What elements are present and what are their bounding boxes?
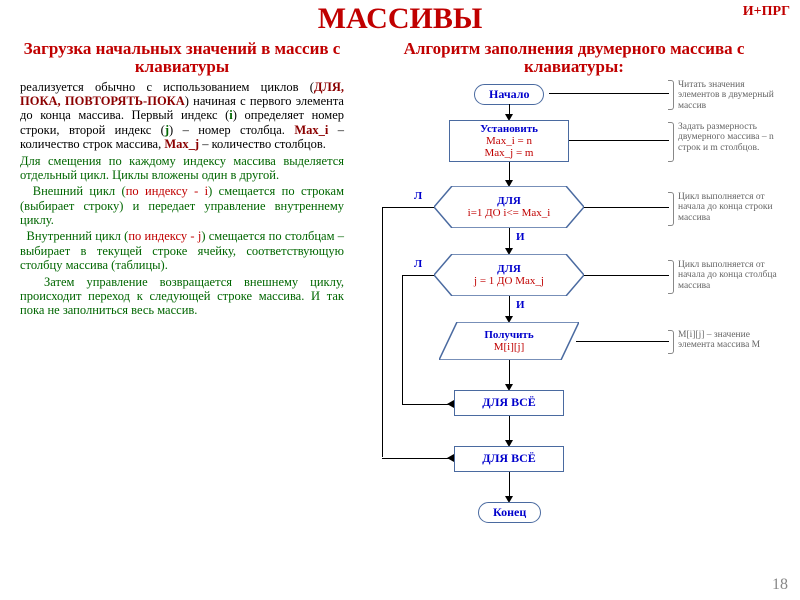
loop2-l2: j = 1 ДО Max_j — [474, 275, 544, 287]
brace-icon — [668, 192, 674, 226]
p1g: ) – номер столбца. — [169, 123, 294, 137]
p4b: по индексу - j — [128, 229, 201, 243]
loop1-l2b: i<= Max_i — [503, 207, 550, 219]
brace-icon — [668, 80, 674, 110]
note-5: M[i][j] – значение элемента массива M — [678, 330, 786, 351]
conn — [382, 207, 383, 457]
flowchart: Начало Установить Max_i = n Max_j = m ДЛ… — [354, 78, 794, 563]
conn — [509, 472, 510, 498]
flow-end: Конец — [478, 502, 541, 523]
label-i1: И — [516, 231, 525, 243]
note5a: M[i][j] – значение — [678, 330, 750, 340]
loop1-l2a: i=1 ДО — [468, 207, 504, 219]
para-3: Внешний цикл (по индексу - i) смещается … — [20, 184, 344, 227]
conn — [549, 93, 669, 94]
columns: Загрузка начальных значений в массив с к… — [0, 36, 800, 567]
flow-loop1: ДЛЯ i=1 ДО i<= Max_i — [434, 186, 584, 228]
p3b: по индексу - i — [126, 184, 208, 198]
para-1: реализуется обычно с использованием цикл… — [20, 80, 344, 152]
flow-start: Начало — [474, 84, 544, 105]
set-l2a: Max_i = n — [486, 135, 532, 147]
set-l2b: Max_j = m — [485, 147, 534, 159]
brace-icon — [668, 260, 674, 294]
flow-loop2: ДЛЯ j = 1 ДО Max_j — [434, 254, 584, 296]
conn — [569, 140, 669, 141]
conn — [509, 360, 510, 386]
right-heading: Алгоритм заполнения двумерного массива с… — [354, 40, 794, 76]
label-l1: Л — [414, 190, 422, 202]
p1k: – количество столбцов. — [199, 137, 326, 151]
right-column: Алгоритм заполнения двумерного массива с… — [350, 36, 800, 567]
para-4: Внутренний цикл (по индексу - j) смещает… — [20, 229, 344, 272]
conn — [402, 275, 403, 405]
para-2: Для смещения по каждому индексу массива … — [20, 154, 344, 183]
p1j: Max_j — [164, 137, 199, 151]
arrow-icon — [447, 454, 454, 462]
loop2-l1: ДЛЯ — [497, 263, 521, 275]
conn — [509, 296, 510, 318]
para-5: Затем управление возвращается внешнему ц… — [20, 275, 344, 318]
set-l1: Установить — [480, 123, 538, 135]
conn — [382, 207, 434, 208]
left-column: Загрузка начальных значений в массив с к… — [0, 36, 350, 567]
flow-endloop1: ДЛЯ ВСЁ — [454, 390, 564, 416]
conn — [584, 207, 669, 208]
conn — [509, 416, 510, 442]
io-l1: Получить — [484, 329, 533, 341]
note-3: Цикл выполняется от начала до конца стро… — [678, 192, 786, 223]
header-badge: И+ПРГ — [743, 4, 790, 20]
note-1: Читать значения элементов в двумерный ма… — [678, 80, 786, 111]
main-title: МАССИВЫ — [0, 0, 800, 36]
p4a: Внутренний цикл ( — [27, 229, 129, 243]
page-number: 18 — [772, 576, 788, 594]
loop1-l1: ДЛЯ — [497, 195, 521, 207]
p1a: реализуется обычно с использованием цикл… — [20, 80, 314, 94]
note-2: Задать размерность двумерного массива – … — [678, 122, 786, 153]
p1h: Max_i — [294, 123, 328, 137]
note-4: Цикл выполняется от начала до конца стол… — [678, 260, 786, 291]
p3a: Внешний цикл ( — [33, 184, 126, 198]
left-heading: Загрузка начальных значений в массив с к… — [20, 40, 344, 76]
flow-endloop2: ДЛЯ ВСЁ — [454, 446, 564, 472]
flow-set: Установить Max_i = n Max_j = m — [449, 120, 569, 162]
conn — [509, 228, 510, 250]
p5t: Затем управление возвращается внешнему ц… — [20, 275, 344, 318]
io-l2: M[i][j] — [494, 341, 525, 353]
brace-icon — [668, 330, 674, 354]
label-l2: Л — [414, 258, 422, 270]
flow-io: Получить M[i][j] — [439, 322, 579, 360]
conn — [402, 275, 434, 276]
conn — [382, 458, 454, 459]
conn — [509, 162, 510, 182]
arrow-icon — [447, 400, 454, 408]
note5b: элемента массива M — [678, 340, 760, 350]
brace-icon — [668, 122, 674, 162]
conn — [584, 275, 669, 276]
label-i2: И — [516, 299, 525, 311]
conn — [576, 341, 669, 342]
